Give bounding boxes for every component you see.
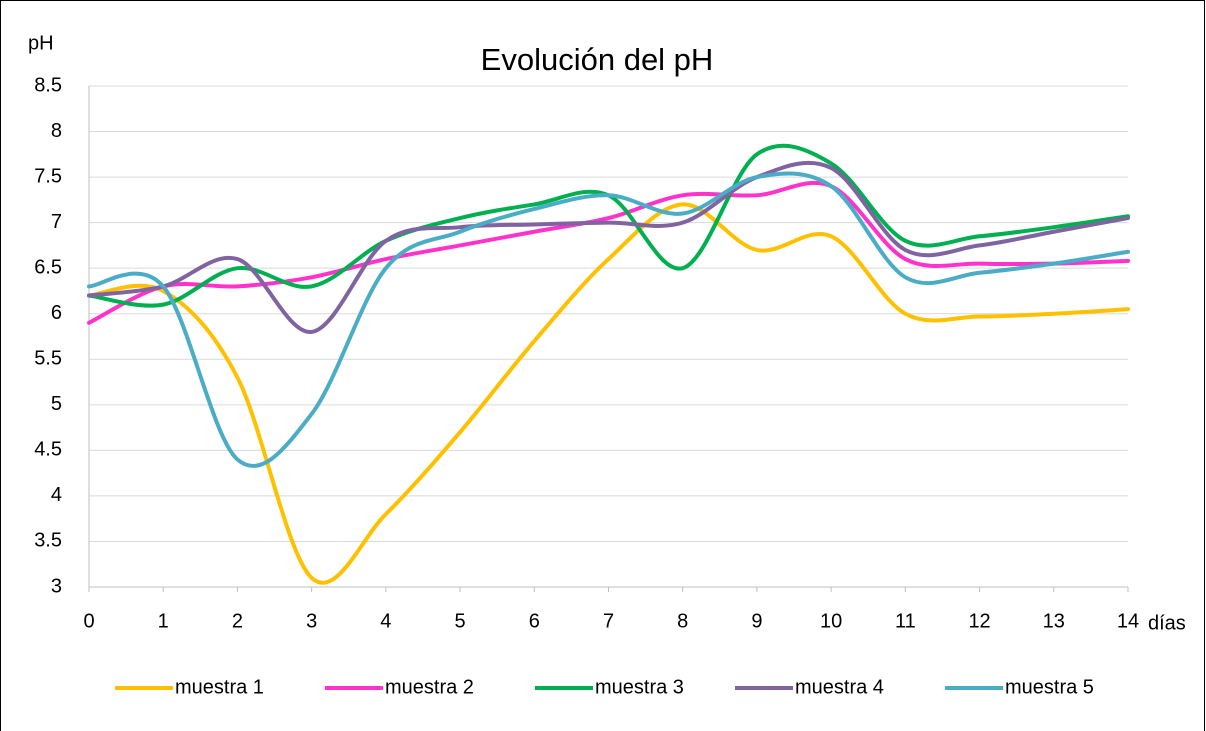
x-tick-label: 9 xyxy=(751,610,762,632)
x-tick-label: 8 xyxy=(677,610,688,632)
y-tick-label: 8 xyxy=(51,120,62,142)
series-line xyxy=(87,171,1130,468)
y-tick-label: 5.5 xyxy=(34,348,62,370)
legend-label: muestra 4 xyxy=(795,676,884,698)
y-tick-label: 8.5 xyxy=(34,74,62,96)
x-tick-label: 3 xyxy=(306,610,317,632)
y-tick-label: 3 xyxy=(51,575,62,597)
x-tick-label: 14 xyxy=(1117,610,1139,632)
y-tick-label: 7 xyxy=(51,211,62,233)
y-tick-label: 3.5 xyxy=(34,530,62,552)
y-tick-label: 4 xyxy=(51,484,62,506)
x-tick-label: 10 xyxy=(820,610,842,632)
x-tick-label: 2 xyxy=(232,610,243,632)
y-tick-label: 7.5 xyxy=(34,165,62,187)
x-tick-label: 5 xyxy=(455,610,466,632)
chart-title: Evolución del pH xyxy=(481,42,714,77)
x-tick-label: 0 xyxy=(83,610,94,632)
x-axis-label: días xyxy=(1148,612,1186,634)
x-tick-label: 4 xyxy=(380,610,391,632)
y-tick-label: 6 xyxy=(51,302,62,324)
x-tick-label: 6 xyxy=(529,610,540,632)
y-tick-label: 5 xyxy=(51,393,62,415)
y-tick-label: 4.5 xyxy=(34,439,62,461)
x-tick-label: 7 xyxy=(603,610,614,632)
x-tick-label: 1 xyxy=(158,610,169,632)
y-tick-label: 6.5 xyxy=(34,256,62,278)
y-axis-label: pH xyxy=(28,32,54,54)
series-line xyxy=(87,202,1130,585)
legend-label: muestra 1 xyxy=(175,676,264,698)
x-tick-label: 13 xyxy=(1043,610,1065,632)
series-line xyxy=(87,180,1130,325)
x-tick-label: 11 xyxy=(895,610,916,632)
legend-label: muestra 3 xyxy=(595,676,684,698)
x-tick-label: 12 xyxy=(968,610,990,632)
series-line xyxy=(87,160,1130,334)
legend-label: muestra 5 xyxy=(1005,676,1094,698)
series-line xyxy=(87,143,1130,308)
legend-label: muestra 2 xyxy=(385,676,474,698)
